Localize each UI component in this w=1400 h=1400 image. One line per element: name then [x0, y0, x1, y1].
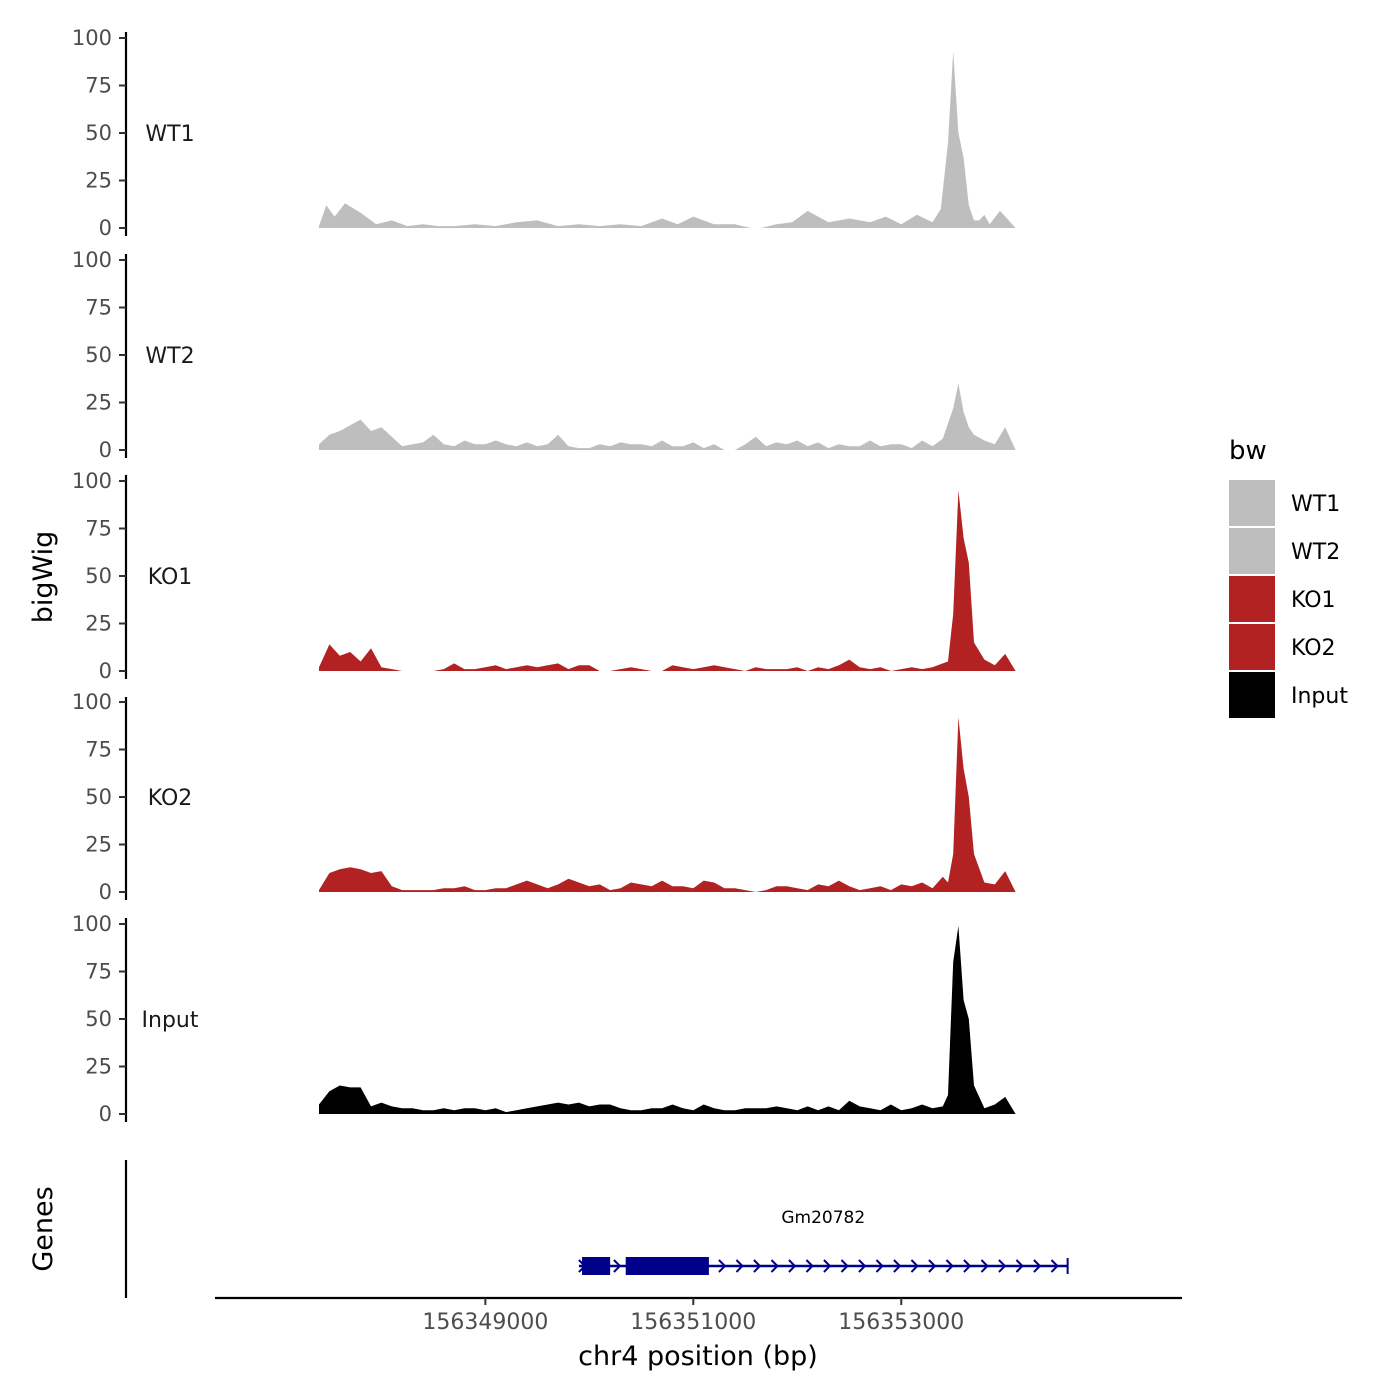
legend-item-wt1: WT1 — [1229, 480, 1340, 526]
track-panels: 0255075100WT10255075100WT20255075100KO10… — [72, 26, 1016, 1126]
genes-axis-label: Genes — [28, 1186, 59, 1271]
track-label: KO2 — [148, 786, 193, 811]
x-axis: 156349000 156351000 156353000 — [215, 1296, 1182, 1335]
x-tick-label: 156349000 — [422, 1310, 548, 1335]
legend-item-ko1: KO1 — [1229, 576, 1336, 622]
y-tick-label: 25 — [85, 169, 112, 193]
legend-swatch — [1229, 672, 1275, 718]
y-tick-label: 100 — [72, 690, 112, 714]
x-tick-label: 156353000 — [838, 1310, 964, 1335]
legend-swatch — [1229, 528, 1275, 574]
y-tick-label: 75 — [85, 517, 112, 541]
track-label: WT2 — [145, 344, 194, 369]
panel-wt2: 0 25 50 75 100 WT2 — [72, 248, 1016, 462]
strand-arrow — [998, 1259, 1007, 1273]
exon-block — [625, 1257, 709, 1275]
strand-arrow — [875, 1259, 884, 1273]
legend-label: Input — [1291, 684, 1348, 709]
strand-arrow — [945, 1259, 954, 1273]
strand-arrow — [928, 1259, 937, 1273]
strand-arrow — [858, 1259, 867, 1273]
legend-swatch — [1229, 576, 1275, 622]
y-tick-label: 100 — [72, 248, 112, 272]
y-tick-label: 75 — [85, 296, 112, 320]
strand-arrow — [1033, 1259, 1042, 1273]
strand-arrow — [770, 1259, 779, 1273]
track-label: Input — [142, 1008, 199, 1033]
y-tick-label: 100 — [72, 912, 112, 936]
strand-arrow — [1015, 1259, 1024, 1273]
coverage-area-wt1 — [319, 51, 1016, 228]
y-tick-label: 0 — [99, 880, 112, 904]
y-tick-label: 50 — [85, 121, 112, 145]
y-tick-label: 50 — [85, 343, 112, 367]
y-tick-label: 25 — [85, 833, 112, 857]
panel-input: 0 25 50 75 100 Input — [72, 912, 1016, 1126]
y-tick-label: 75 — [85, 74, 112, 98]
y-tick-label: 25 — [85, 391, 112, 415]
panel-wt1: 0 25 50 75 100 WT1 — [72, 26, 1016, 240]
legend-label: WT2 — [1291, 540, 1340, 565]
coverage-area-wt2 — [319, 383, 1016, 450]
y-tick-label: 50 — [85, 785, 112, 809]
y-tick-label: 50 — [85, 1007, 112, 1031]
legend-item-input: Input — [1229, 672, 1348, 718]
y-tick-label: 100 — [72, 469, 112, 493]
y-tick-label: 75 — [85, 960, 112, 984]
strand-arrow — [893, 1259, 902, 1273]
y-tick-label: 100 — [72, 26, 112, 50]
exon-block — [582, 1257, 611, 1275]
legend-swatch — [1229, 480, 1275, 526]
strand-arrow — [980, 1259, 989, 1273]
strand-arrow — [823, 1259, 832, 1273]
legend-item-ko2: KO2 — [1229, 624, 1336, 670]
strand-arrow — [840, 1259, 849, 1273]
y-tick-label: 0 — [99, 1102, 112, 1126]
legend: WT1 WT2 KO1 KO2 Input — [1229, 480, 1348, 718]
x-axis-label: chr4 position (bp) — [578, 1341, 818, 1372]
track-label: WT1 — [145, 122, 194, 147]
track-label: KO1 — [148, 565, 193, 590]
strand-arrow — [613, 1259, 622, 1273]
legend-label: KO2 — [1291, 636, 1336, 661]
legend-label: KO1 — [1291, 588, 1336, 613]
y-tick-label: 25 — [85, 612, 112, 636]
legend-label: WT1 — [1291, 492, 1340, 517]
y-tick-label: 0 — [99, 216, 112, 240]
gene-name-label: Gm20782 — [781, 1208, 865, 1228]
strand-arrow — [805, 1259, 814, 1273]
panel-ko2: 0 25 50 75 100 KO2 — [72, 690, 1016, 904]
coverage-area-ko1 — [319, 490, 1016, 671]
strand-arrow — [910, 1259, 919, 1273]
legend-swatch — [1229, 624, 1275, 670]
strand-arrow — [963, 1259, 972, 1273]
strand-arrow — [788, 1259, 797, 1273]
y-axis-label: bigWig — [28, 531, 59, 624]
strand-arrow — [735, 1259, 744, 1273]
legend-title: bw — [1229, 436, 1267, 466]
strand-arrow — [1050, 1259, 1059, 1273]
y-tick-label: 25 — [85, 1055, 112, 1079]
strand-arrow — [753, 1259, 762, 1273]
y-tick-label: 0 — [99, 659, 112, 683]
gene-track: Gm20782 — [124, 1160, 1069, 1298]
legend-item-wt2: WT2 — [1229, 528, 1340, 574]
y-tick-label: 0 — [99, 438, 112, 462]
panel-ko1: 0 25 50 75 100 KO1 — [72, 469, 1016, 683]
coverage-area-input — [319, 925, 1016, 1114]
coverage-area-ko2 — [319, 717, 1016, 892]
y-tick-label: 75 — [85, 738, 112, 762]
y-tick-label: 50 — [85, 564, 112, 588]
x-tick-label: 156351000 — [630, 1310, 756, 1335]
strand-arrow — [718, 1259, 727, 1273]
